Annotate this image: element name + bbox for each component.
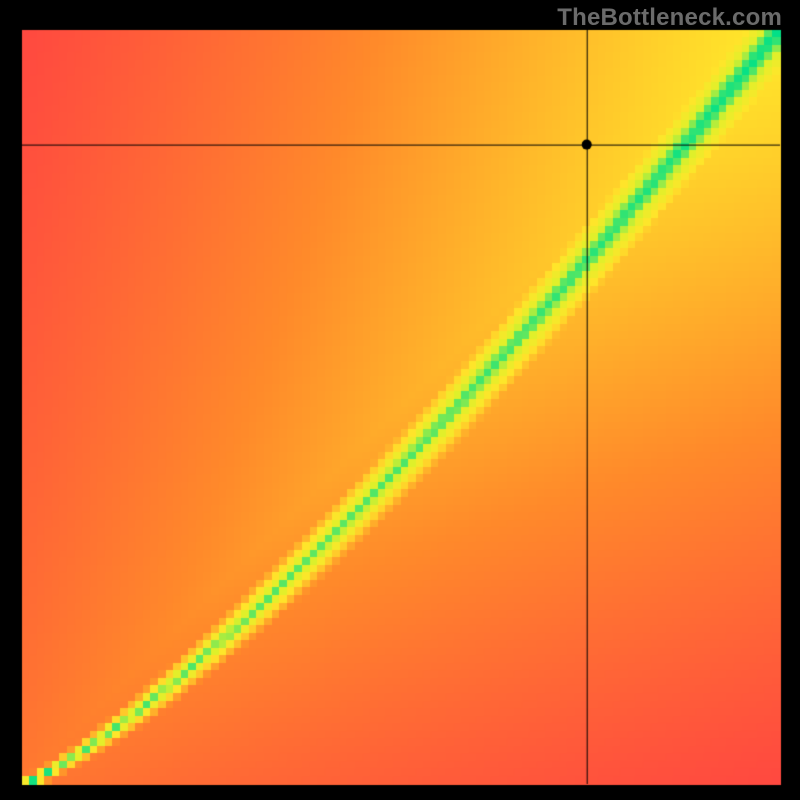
watermark-text: TheBottleneck.com: [557, 4, 782, 32]
bottleneck-heatmap: [0, 0, 800, 800]
chart-container: TheBottleneck.com: [0, 0, 800, 800]
